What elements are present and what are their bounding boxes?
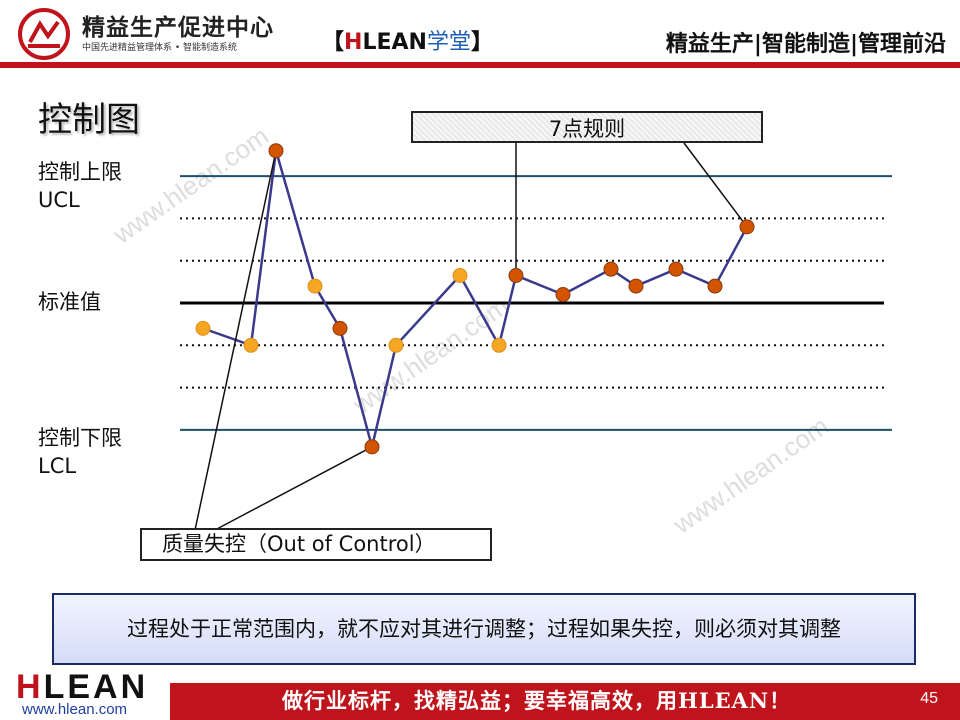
out-of-control-callout: 质量失控（Out of Control） — [140, 528, 492, 561]
data-point — [707, 278, 723, 294]
data-point — [195, 320, 211, 336]
data-point — [243, 337, 259, 353]
data-point — [668, 261, 684, 277]
data-point — [508, 268, 524, 284]
footer-band — [170, 683, 960, 720]
lcl-label-en: LCL — [38, 454, 77, 478]
center-label: 标准值 — [38, 290, 101, 314]
ooc-leader-line — [214, 446, 373, 531]
data-point — [491, 337, 507, 353]
course-tag-h: H — [344, 30, 363, 55]
header-divider — [0, 62, 960, 68]
footer-url: www.hlean.com — [22, 701, 128, 718]
course-tag-close: 】 — [470, 30, 493, 55]
page-number: 45 — [920, 690, 938, 707]
footer-logo-h: H — [16, 668, 44, 706]
data-point — [364, 439, 380, 455]
ucl-label: 控制上限 UCL — [38, 158, 122, 214]
data-point — [388, 337, 404, 353]
data-point — [452, 268, 468, 284]
seven-point-rule-callout: 7点规则 — [411, 111, 763, 143]
footer-logo: HLEAN — [16, 668, 148, 707]
lcl-label: 控制下限 LCL — [38, 424, 122, 480]
course-tag-xt: 学堂 — [426, 30, 471, 55]
summary-box: 过程处于正常范围内，就不应对其进行调整；过程如果失控，则必须对其调整 — [52, 593, 916, 665]
footer-slogan: 做行业标杆，找精弘益；要幸福高效，用HLEAN！ — [282, 688, 792, 713]
data-point — [268, 143, 284, 159]
ucl-label-en: UCL — [38, 188, 80, 212]
series-line — [202, 150, 749, 448]
header-topics: 精益生产|智能制造|管理前沿 — [665, 32, 946, 57]
rule-leader-line — [683, 142, 748, 228]
brand-subtitle: 中国先进精益管理体系 • 智能制造系统 — [82, 43, 238, 53]
brand-logo-icon — [18, 8, 70, 60]
data-point — [739, 219, 755, 235]
header: 精益生产促进中心 中国先进精益管理体系 • 智能制造系统 【HLEAN学堂】 精… — [0, 0, 960, 68]
ucl-label-cn: 控制上限 — [38, 160, 122, 184]
course-tag-lean: LEAN — [362, 30, 427, 55]
brand-name: 精益生产促进中心 — [82, 15, 274, 41]
data-point — [628, 278, 644, 294]
data-point — [332, 320, 348, 336]
course-tag: 【HLEAN学堂】 — [322, 24, 493, 56]
course-tag-open: 【 — [322, 30, 345, 55]
data-point — [603, 261, 619, 277]
ooc-leader-line — [194, 150, 277, 531]
data-point — [555, 287, 571, 303]
page-title: 控制图 — [38, 100, 140, 140]
data-point — [307, 278, 323, 294]
lcl-label-cn: 控制下限 — [38, 426, 122, 450]
footer-logo-rest: LEAN — [43, 668, 149, 706]
